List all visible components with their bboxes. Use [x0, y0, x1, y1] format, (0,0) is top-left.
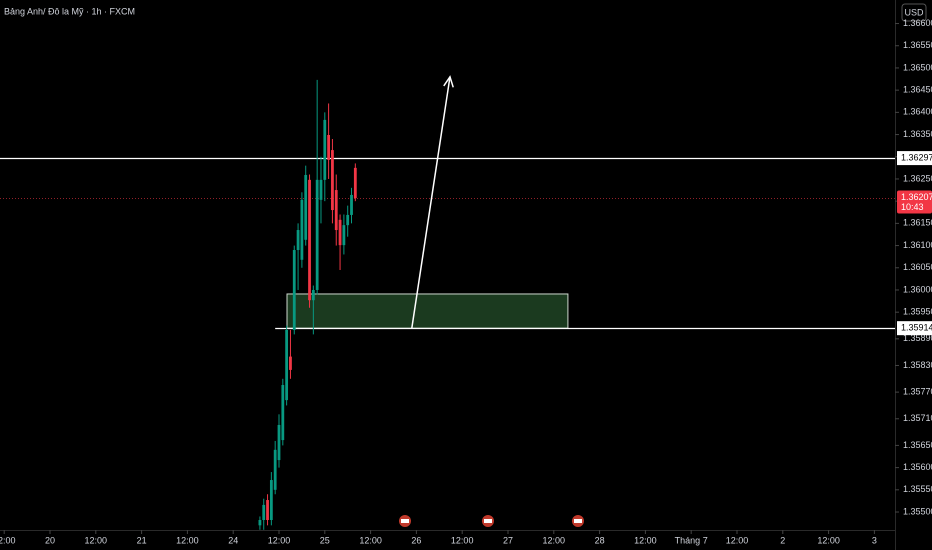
x-tick-label: 27	[503, 535, 513, 545]
y-tick-label: 1.36400	[903, 107, 932, 117]
candle-body	[262, 504, 266, 521]
x-tick-label: 12:00	[817, 535, 840, 545]
x-tick-label: 12:00	[0, 535, 15, 545]
zone	[286, 293, 569, 329]
y-tick-label: 1.36100	[903, 240, 932, 250]
x-tick-label: 25	[320, 535, 330, 545]
candle-body	[319, 179, 323, 200]
arrow-head	[443, 75, 454, 88]
y-tick-label: 1.36050	[903, 262, 932, 272]
last-price-label: 1.36207	[901, 192, 932, 202]
event-icon-flag	[484, 519, 492, 523]
candle-body	[281, 385, 285, 441]
x-tick-label: 12:00	[176, 535, 199, 545]
y-tick-label: 1.35710	[903, 413, 932, 423]
x-tick-label: 12:00	[359, 535, 382, 545]
x-tick-label: 12:00	[726, 535, 749, 545]
y-tick-label: 1.36250	[903, 173, 932, 183]
y-tick-label: 1.35650	[903, 440, 932, 450]
y-tick-label: 1.35550	[903, 484, 932, 494]
y-tick-label: 1.35950	[903, 307, 932, 317]
candle-body	[300, 199, 304, 260]
candle-body	[331, 150, 334, 211]
chart-title: Bảng Anh/ Đô la Mỹ · 1h · FXCM	[4, 6, 135, 16]
x-tick-label: 2	[780, 535, 785, 545]
candle-body	[334, 190, 338, 231]
event-icons	[399, 515, 584, 527]
candle-body	[269, 480, 273, 521]
y-tick-label: 1.36550	[903, 40, 932, 50]
x-tick-label: 12:00	[543, 535, 566, 545]
candle-body	[323, 119, 327, 180]
candle-body	[273, 449, 277, 490]
x-tick-label: 3	[872, 535, 877, 545]
y-tick-label: 1.36600	[903, 18, 932, 28]
x-tick-label: 21	[137, 535, 147, 545]
y-tick-label: 1.36500	[903, 62, 932, 72]
candle-body	[292, 250, 296, 330]
candle-body	[289, 356, 292, 370]
x-tick-label: Tháng 7	[675, 535, 708, 545]
x-tick-label: 28	[595, 535, 605, 545]
candle-body	[311, 289, 315, 301]
candle-body	[266, 500, 269, 521]
y-tick-label: 1.36450	[903, 85, 932, 95]
x-tick-label: 20	[45, 535, 55, 545]
candle-body	[338, 219, 342, 246]
y-tick-label: 1.35830	[903, 360, 932, 370]
candle-body	[327, 134, 331, 160]
x-tick-label: 26	[411, 535, 421, 545]
y-tick-label: 1.35500	[903, 506, 932, 516]
x-tick-label: 12:00	[268, 535, 291, 545]
price-label: 1.36297	[901, 152, 932, 162]
y-tick-label: 1.35890	[903, 333, 932, 343]
x-tick-label: 12:00	[451, 535, 474, 545]
candle-body	[346, 214, 350, 226]
last-price-box	[897, 190, 932, 214]
candle-body	[285, 329, 289, 401]
currency-label[interactable]: USD	[904, 7, 924, 17]
candle-body	[296, 230, 300, 251]
countdown-label: 10:43	[901, 202, 924, 212]
price-label-box	[897, 321, 932, 336]
y-tick-label: 1.35600	[903, 462, 932, 472]
candle-body	[277, 424, 281, 461]
x-tick-label: 12:00	[634, 535, 657, 545]
candle-body	[353, 167, 357, 199]
candle-body	[350, 194, 353, 215]
y-tick-label: 1.35770	[903, 386, 932, 396]
currency-button[interactable]	[901, 3, 927, 22]
event-icon-flag	[574, 519, 582, 523]
arrow	[411, 76, 451, 329]
candle-body	[308, 179, 311, 301]
candle-body	[342, 225, 346, 246]
event-icon-flag	[401, 519, 409, 523]
candle-body	[258, 520, 262, 526]
y-tick-label: 1.36150	[903, 218, 932, 228]
y-tick-label: 1.36350	[903, 129, 932, 139]
candle-body	[315, 179, 319, 290]
x-tick-label: 12:00	[85, 535, 108, 545]
candle-body	[304, 174, 308, 240]
price-label: 1.35914	[901, 323, 932, 333]
x-tick-label: 24	[228, 535, 238, 545]
price-label-box	[897, 151, 932, 166]
y-tick-label: 1.36000	[903, 284, 932, 294]
